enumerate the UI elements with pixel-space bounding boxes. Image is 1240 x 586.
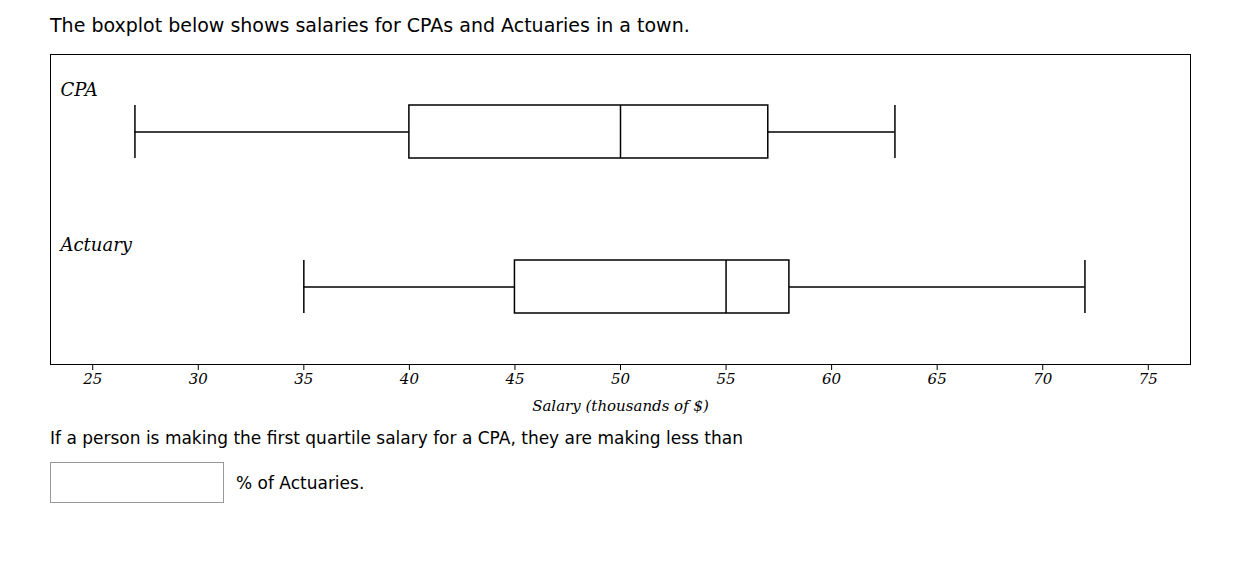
- svg-text:25: 25: [82, 370, 102, 388]
- svg-text:65: 65: [928, 370, 947, 388]
- html-text:If a person is making the firs: If a person is making the first quartile…: [50, 428, 743, 448]
- html-text:% of Actuaries.: % of Actuaries.: [236, 472, 365, 493]
- svg-text:55: 55: [717, 370, 736, 388]
- svg-text:30: 30: [189, 370, 209, 388]
- svg-text:Salary (thousands of $): Salary (thousands of $): [532, 397, 709, 415]
- svg-text:40: 40: [399, 370, 420, 388]
- svg-text:45: 45: [504, 370, 524, 388]
- svg-text:35: 35: [294, 370, 313, 388]
- svg-text:50: 50: [611, 370, 631, 388]
- svg-text:70: 70: [1033, 370, 1053, 388]
- svg-text:75: 75: [1139, 370, 1158, 388]
- html-text:The boxplot below shows salari: The boxplot below shows salaries for CPA…: [50, 14, 690, 36]
- svg-text:Actuary: Actuary: [59, 234, 133, 255]
- svg-text:CPA: CPA: [61, 79, 98, 100]
- svg-text:60: 60: [822, 370, 842, 388]
